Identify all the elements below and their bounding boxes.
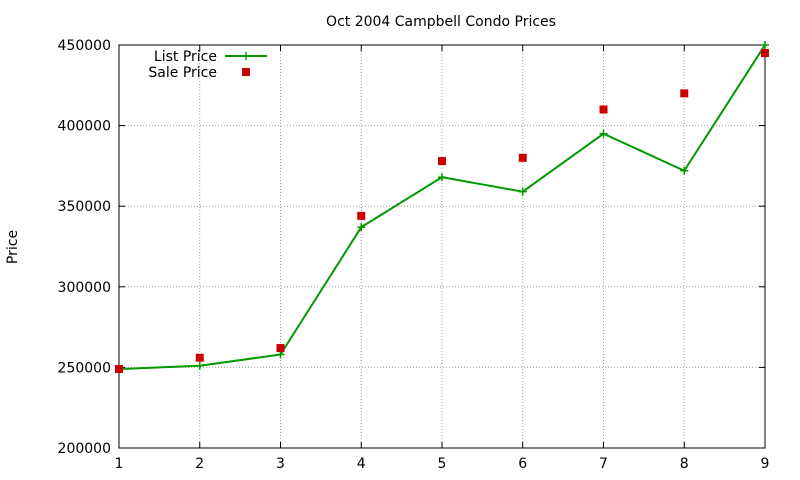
list-price-point	[518, 187, 527, 196]
axis-ticks: 200000 250000 300000 350000 400000 450000 1 2 3 4…	[58, 38, 770, 472]
y-tick-label: 400000	[58, 119, 111, 135]
y-tick-label: 200000	[58, 441, 111, 457]
x-tick-label: 7	[599, 456, 608, 472]
list-price-point	[761, 41, 769, 49]
y-tick-label: 250000	[58, 360, 111, 376]
y-axis-label: Price	[5, 230, 21, 264]
legend-label: List Price	[154, 49, 217, 65]
legend-marker	[242, 68, 250, 76]
series-layer	[115, 41, 769, 374]
sale-price-point	[680, 89, 689, 98]
y-tick-label: 300000	[58, 280, 111, 296]
list-price-point	[680, 166, 689, 175]
legend-label: Sale Price	[148, 65, 217, 81]
y-tick-label: 450000	[58, 38, 111, 54]
sale-price-point	[276, 344, 285, 353]
list-price-point	[357, 223, 366, 232]
legend-marker	[242, 52, 250, 60]
sale-price-point	[438, 157, 446, 166]
grid-lines	[119, 45, 765, 448]
x-tick-label: 6	[518, 456, 527, 472]
chart-title: Oct 2004 Campbell Condo Prices	[326, 14, 556, 30]
sale-price-point	[518, 153, 527, 162]
sale-price-point	[115, 365, 123, 374]
x-tick-label: 4	[357, 456, 366, 472]
x-tick-label: 5	[438, 456, 447, 472]
y-tick-label: 350000	[58, 199, 111, 215]
list-price-point	[195, 361, 204, 370]
x-tick-label: 1	[115, 456, 124, 472]
x-tick-label: 2	[195, 456, 204, 472]
x-tick-label: 3	[276, 456, 285, 472]
list-price-point	[438, 173, 446, 182]
list-price-point	[599, 129, 608, 138]
sale-price-point	[599, 105, 608, 114]
x-tick-label: 8	[680, 456, 689, 472]
sale-price-point	[195, 353, 204, 362]
x-tick-label: 9	[761, 456, 770, 472]
sale-price-point	[357, 211, 366, 220]
sale-price-point	[761, 49, 769, 58]
